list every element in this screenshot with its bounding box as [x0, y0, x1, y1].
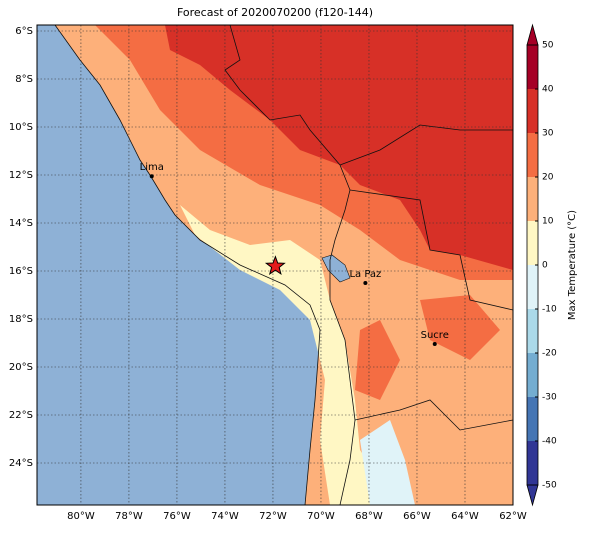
colorbar-tick-label: 20	[542, 173, 554, 183]
lat-tick-label: 20°S	[9, 362, 33, 373]
colorbar-segment	[527, 309, 538, 353]
colorbar-tick-label: 0	[542, 261, 548, 271]
colorbar-segment	[527, 177, 538, 221]
colorbar-segment	[527, 265, 538, 309]
city-label: Sucre	[421, 330, 449, 341]
cool-zone	[360, 420, 415, 505]
lon-tick-label: 74°W	[211, 511, 239, 522]
lon-tick-label: 78°W	[115, 511, 143, 522]
colorbar-tick-label: 40	[542, 85, 554, 95]
warm-spot	[355, 320, 400, 400]
colorbar-tick-label: -20	[542, 349, 557, 359]
colorbar-segment	[527, 89, 538, 133]
colorbar-tick-label: -50	[542, 481, 557, 491]
colorbar-tick-label: -30	[542, 393, 557, 403]
colorbar-tick-label: 10	[542, 217, 554, 227]
colorbar-label: Max Temperature (°C)	[567, 210, 578, 320]
warm-spot	[420, 295, 500, 360]
star-marker	[264, 255, 286, 276]
lake	[321, 254, 351, 283]
colorbar-segment	[527, 441, 538, 485]
lon-tick-label: 70°W	[307, 511, 335, 522]
map-area	[37, 25, 513, 505]
city-dot	[432, 341, 437, 346]
lon-tick-label: 76°W	[163, 511, 191, 522]
colorbar-tick-label: -10	[542, 305, 557, 315]
lat-tick-label: 12°S	[9, 170, 33, 181]
country-border	[349, 189, 513, 311]
city-label: Lima	[140, 162, 164, 173]
lon-tick-label: 68°W	[355, 511, 383, 522]
lat-tick-label: 10°S	[9, 122, 33, 133]
lat-tick-label: 14°S	[9, 218, 33, 229]
hot-zone	[165, 25, 513, 270]
coastline	[54, 25, 321, 505]
country-border	[354, 399, 513, 431]
city-dot	[363, 281, 368, 285]
colorbar-segment	[527, 397, 538, 441]
colorbar-segment	[527, 353, 538, 397]
lat-tick-label: 22°S	[9, 410, 33, 421]
lon-tick-label: 80°W	[67, 511, 95, 522]
colorbar-segment	[527, 45, 538, 89]
colorbar-extend	[526, 484, 539, 507]
colorbar-tick-label: -40	[542, 437, 557, 447]
colorbar-segment	[527, 133, 538, 177]
lon-tick-label: 72°W	[259, 511, 287, 522]
lat-tick-label: 6°S	[15, 26, 33, 37]
lat-tick-label: 8°S	[15, 74, 33, 85]
lon-tick-label: 64°W	[451, 511, 479, 522]
mild-zone	[180, 205, 400, 505]
colorbar-tick-label: 50	[542, 41, 554, 51]
title: Forecast of 2020070200 (f120-144)	[177, 6, 373, 19]
city-label: La Paz	[349, 269, 381, 280]
colorbar-tick-label: 30	[542, 129, 554, 139]
lon-tick-label: 66°W	[403, 511, 431, 522]
lon-tick-label: 62°W	[499, 511, 527, 522]
lat-tick-label: 18°S	[9, 314, 33, 325]
country-border	[339, 124, 513, 166]
city-dot	[149, 174, 154, 179]
colorbar-extend	[526, 23, 539, 46]
map-frame	[36, 24, 514, 506]
lat-tick-label: 16°S	[9, 266, 33, 277]
lat-tick-label: 24°S	[9, 458, 33, 469]
colorbar-segment	[527, 221, 538, 265]
